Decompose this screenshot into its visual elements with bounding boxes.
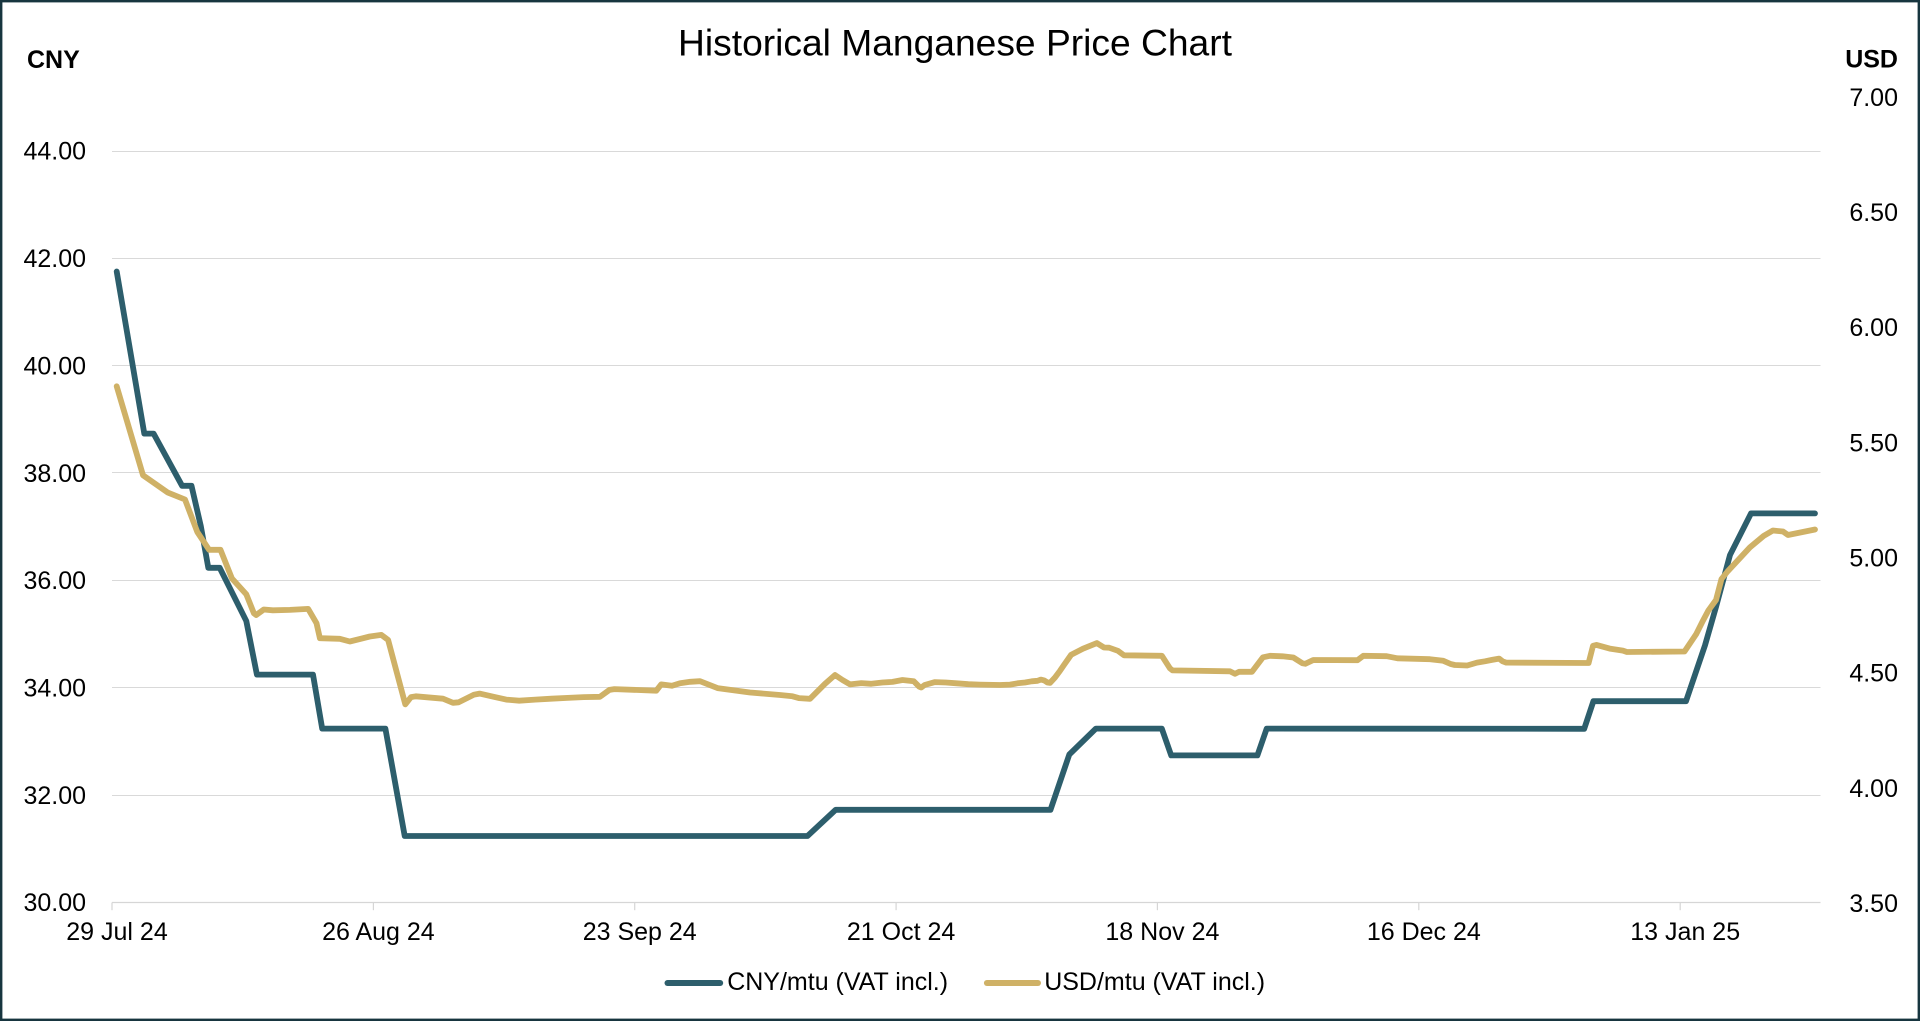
svg-text:18 Nov 24: 18 Nov 24: [1105, 918, 1219, 946]
svg-text:4.50: 4.50: [1849, 660, 1898, 688]
svg-text:44.00: 44.00: [23, 138, 86, 166]
svg-text:6.50: 6.50: [1849, 199, 1898, 227]
svg-text:38.00: 38.00: [23, 460, 86, 488]
svg-text:42.00: 42.00: [23, 245, 86, 273]
svg-text:USD: USD: [1845, 46, 1898, 74]
svg-text:Historical Manganese Price Cha: Historical Manganese Price Chart: [678, 21, 1233, 63]
svg-text:23 Sep 24: 23 Sep 24: [583, 918, 697, 946]
svg-text:34.00: 34.00: [23, 675, 86, 703]
svg-text:4.00: 4.00: [1849, 775, 1898, 803]
svg-text:5.00: 5.00: [1849, 545, 1898, 573]
svg-text:5.50: 5.50: [1849, 429, 1898, 457]
svg-text:7.00: 7.00: [1849, 84, 1898, 112]
svg-text:32.00: 32.00: [23, 782, 86, 810]
svg-text:6.00: 6.00: [1849, 314, 1898, 342]
svg-text:40.00: 40.00: [23, 352, 86, 380]
svg-text:29 Jul 24: 29 Jul 24: [66, 918, 168, 946]
svg-text:CNY/mtu (VAT incl.): CNY/mtu (VAT incl.): [727, 968, 948, 996]
svg-text:21 Oct 24: 21 Oct 24: [847, 918, 955, 946]
svg-text:3.50: 3.50: [1849, 890, 1898, 918]
svg-text:13 Jan 25: 13 Jan 25: [1630, 918, 1740, 946]
svg-text:30.00: 30.00: [23, 889, 86, 917]
svg-text:16 Dec 24: 16 Dec 24: [1367, 918, 1481, 946]
svg-text:26 Aug 24: 26 Aug 24: [322, 918, 435, 946]
svg-text:CNY: CNY: [27, 46, 80, 74]
svg-text:36.00: 36.00: [23, 567, 86, 595]
svg-text:USD/mtu (VAT incl.): USD/mtu (VAT incl.): [1044, 968, 1265, 996]
